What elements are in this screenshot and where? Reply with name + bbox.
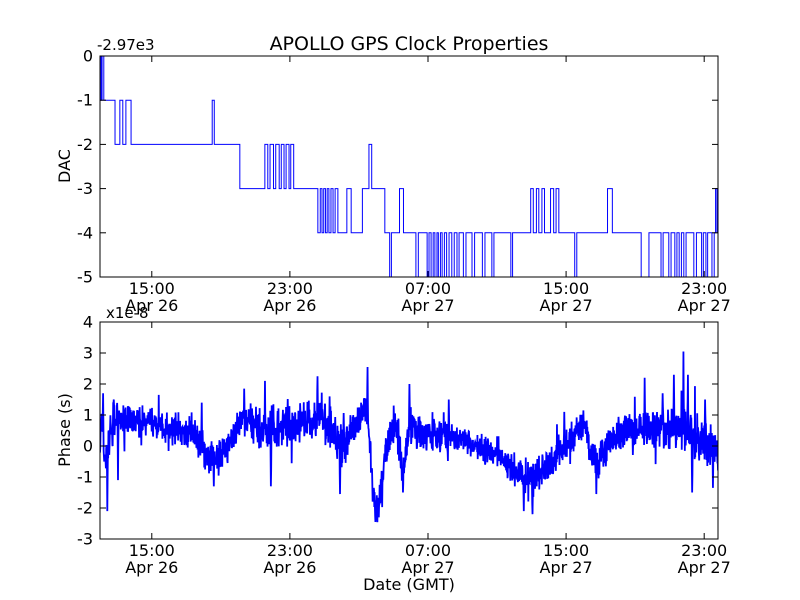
dac-x-tick-label: Apr 27 [678,296,731,315]
chart-title: APOLLO GPS Clock Properties [270,33,549,55]
dac-y-tick-label: -1 [77,91,93,110]
dac-x-tick-label: 15:00 [129,279,175,298]
dac-y-tick-label: 0 [83,47,93,66]
dac-x-tick-label: 23:00 [267,279,313,298]
dac-x-tick-label: Apr 26 [125,296,178,315]
dac-x-tick-label: 15:00 [543,279,589,298]
phase-x-tick-label: Apr 27 [678,558,731,577]
dac-y-tick-label: -3 [77,179,93,198]
phase-x-tick-label: 15:00 [543,541,589,560]
phase-y-tick-label: 1 [83,406,93,425]
phase-y-tick-label: 2 [83,375,93,394]
dac-y-tick-label: -5 [77,268,93,287]
dac-x-tick-label: Apr 27 [401,296,454,315]
phase-x-tick-label: 23:00 [267,541,313,560]
dac-y-tick-label: -4 [77,223,93,242]
dac-y-axis-label: DAC [55,149,74,183]
phase-y-tick-label: -3 [77,530,93,549]
phase-y-tick-label: 0 [83,437,93,456]
phase-x-tick-label: Apr 27 [401,558,454,577]
phase-x-tick-label: Apr 26 [125,558,178,577]
x-axis-label: Date (GMT) [363,575,455,594]
dac-axis-offset-text: -2.97e3 [97,36,155,54]
phase-x-tick-label: 15:00 [129,541,175,560]
phase-y-axis-label: Phase (s) [55,393,74,467]
phase-x-tick-label: Apr 27 [540,558,593,577]
dac-x-tick-label: Apr 26 [263,296,316,315]
dac-axes-frame [99,55,719,278]
phase-y-tick-label: 3 [83,344,93,363]
phase-axes-frame [99,321,719,540]
dac-series-line [100,56,718,277]
dac-x-tick-label: 07:00 [405,279,451,298]
dac-x-tick-label: 23:00 [681,279,727,298]
phase-y-tick-label: -1 [77,468,93,487]
phase-axis-offset-text: x1e-8 [106,304,149,322]
phase-x-tick-label: Apr 26 [263,558,316,577]
phase-x-tick-label: 23:00 [681,541,727,560]
phase-y-tick-label: -2 [77,499,93,518]
phase-x-tick-label: 07:00 [405,541,451,560]
phase-series-line [100,351,718,523]
dac-y-tick-label: -2 [77,135,93,154]
dac-x-tick-label: Apr 27 [540,296,593,315]
phase-y-tick-label: 4 [83,313,93,332]
